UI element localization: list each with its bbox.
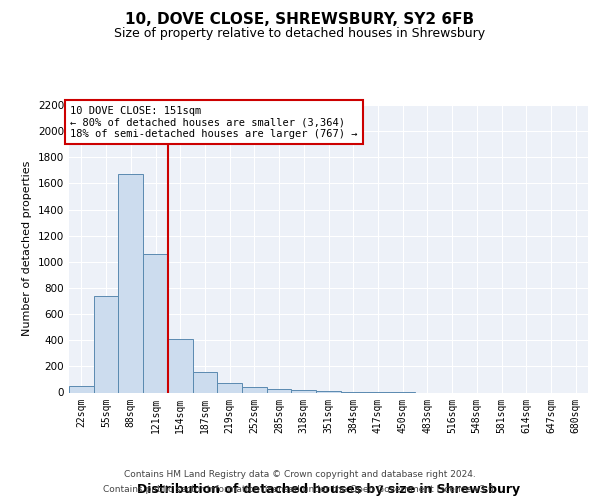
Text: 10 DOVE CLOSE: 151sqm
← 80% of detached houses are smaller (3,364)
18% of semi-d: 10 DOVE CLOSE: 151sqm ← 80% of detached … [70,106,358,139]
Bar [118,174,143,392]
Bar [143,254,168,392]
Y-axis label: Number of detached properties: Number of detached properties [22,161,32,336]
Bar [242,388,267,392]
X-axis label: Distribution of detached houses by size in Shrewsbury: Distribution of detached houses by size … [137,482,520,496]
Bar [217,382,242,392]
Bar [316,391,341,392]
Bar [94,296,118,392]
Text: Contains HM Land Registry data © Crown copyright and database right 2024.: Contains HM Land Registry data © Crown c… [124,470,476,479]
Bar [193,372,217,392]
Bar [267,389,292,392]
Text: 10, DOVE CLOSE, SHREWSBURY, SY2 6FB: 10, DOVE CLOSE, SHREWSBURY, SY2 6FB [125,12,475,28]
Text: Contains public sector information licensed under the Open Government Licence v3: Contains public sector information licen… [103,485,497,494]
Bar [69,386,94,392]
Bar [292,390,316,392]
Bar [168,339,193,392]
Text: Size of property relative to detached houses in Shrewsbury: Size of property relative to detached ho… [115,26,485,40]
